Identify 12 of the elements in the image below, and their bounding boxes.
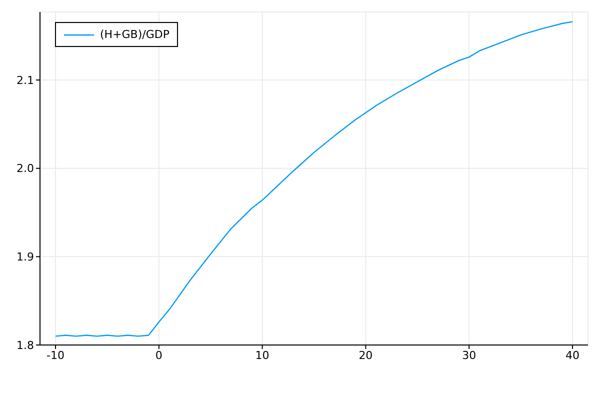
y-tick-label: 1.9 (16, 250, 34, 264)
y-tick-label: 1.8 (16, 338, 34, 352)
x-tick-label: 20 (358, 348, 373, 362)
x-tick-label: 10 (255, 348, 270, 362)
y-tick-label: 2.0 (16, 162, 34, 176)
x-tick-label: -10 (46, 348, 64, 362)
x-tick-label: 0 (155, 348, 162, 362)
x-tick-label: 30 (462, 348, 476, 362)
y-tick-label: 2.1 (16, 74, 34, 87)
legend-label: (H+GB)/GDP (100, 28, 170, 41)
x-tick-label: 40 (565, 348, 580, 362)
line-series (54, 21, 574, 337)
